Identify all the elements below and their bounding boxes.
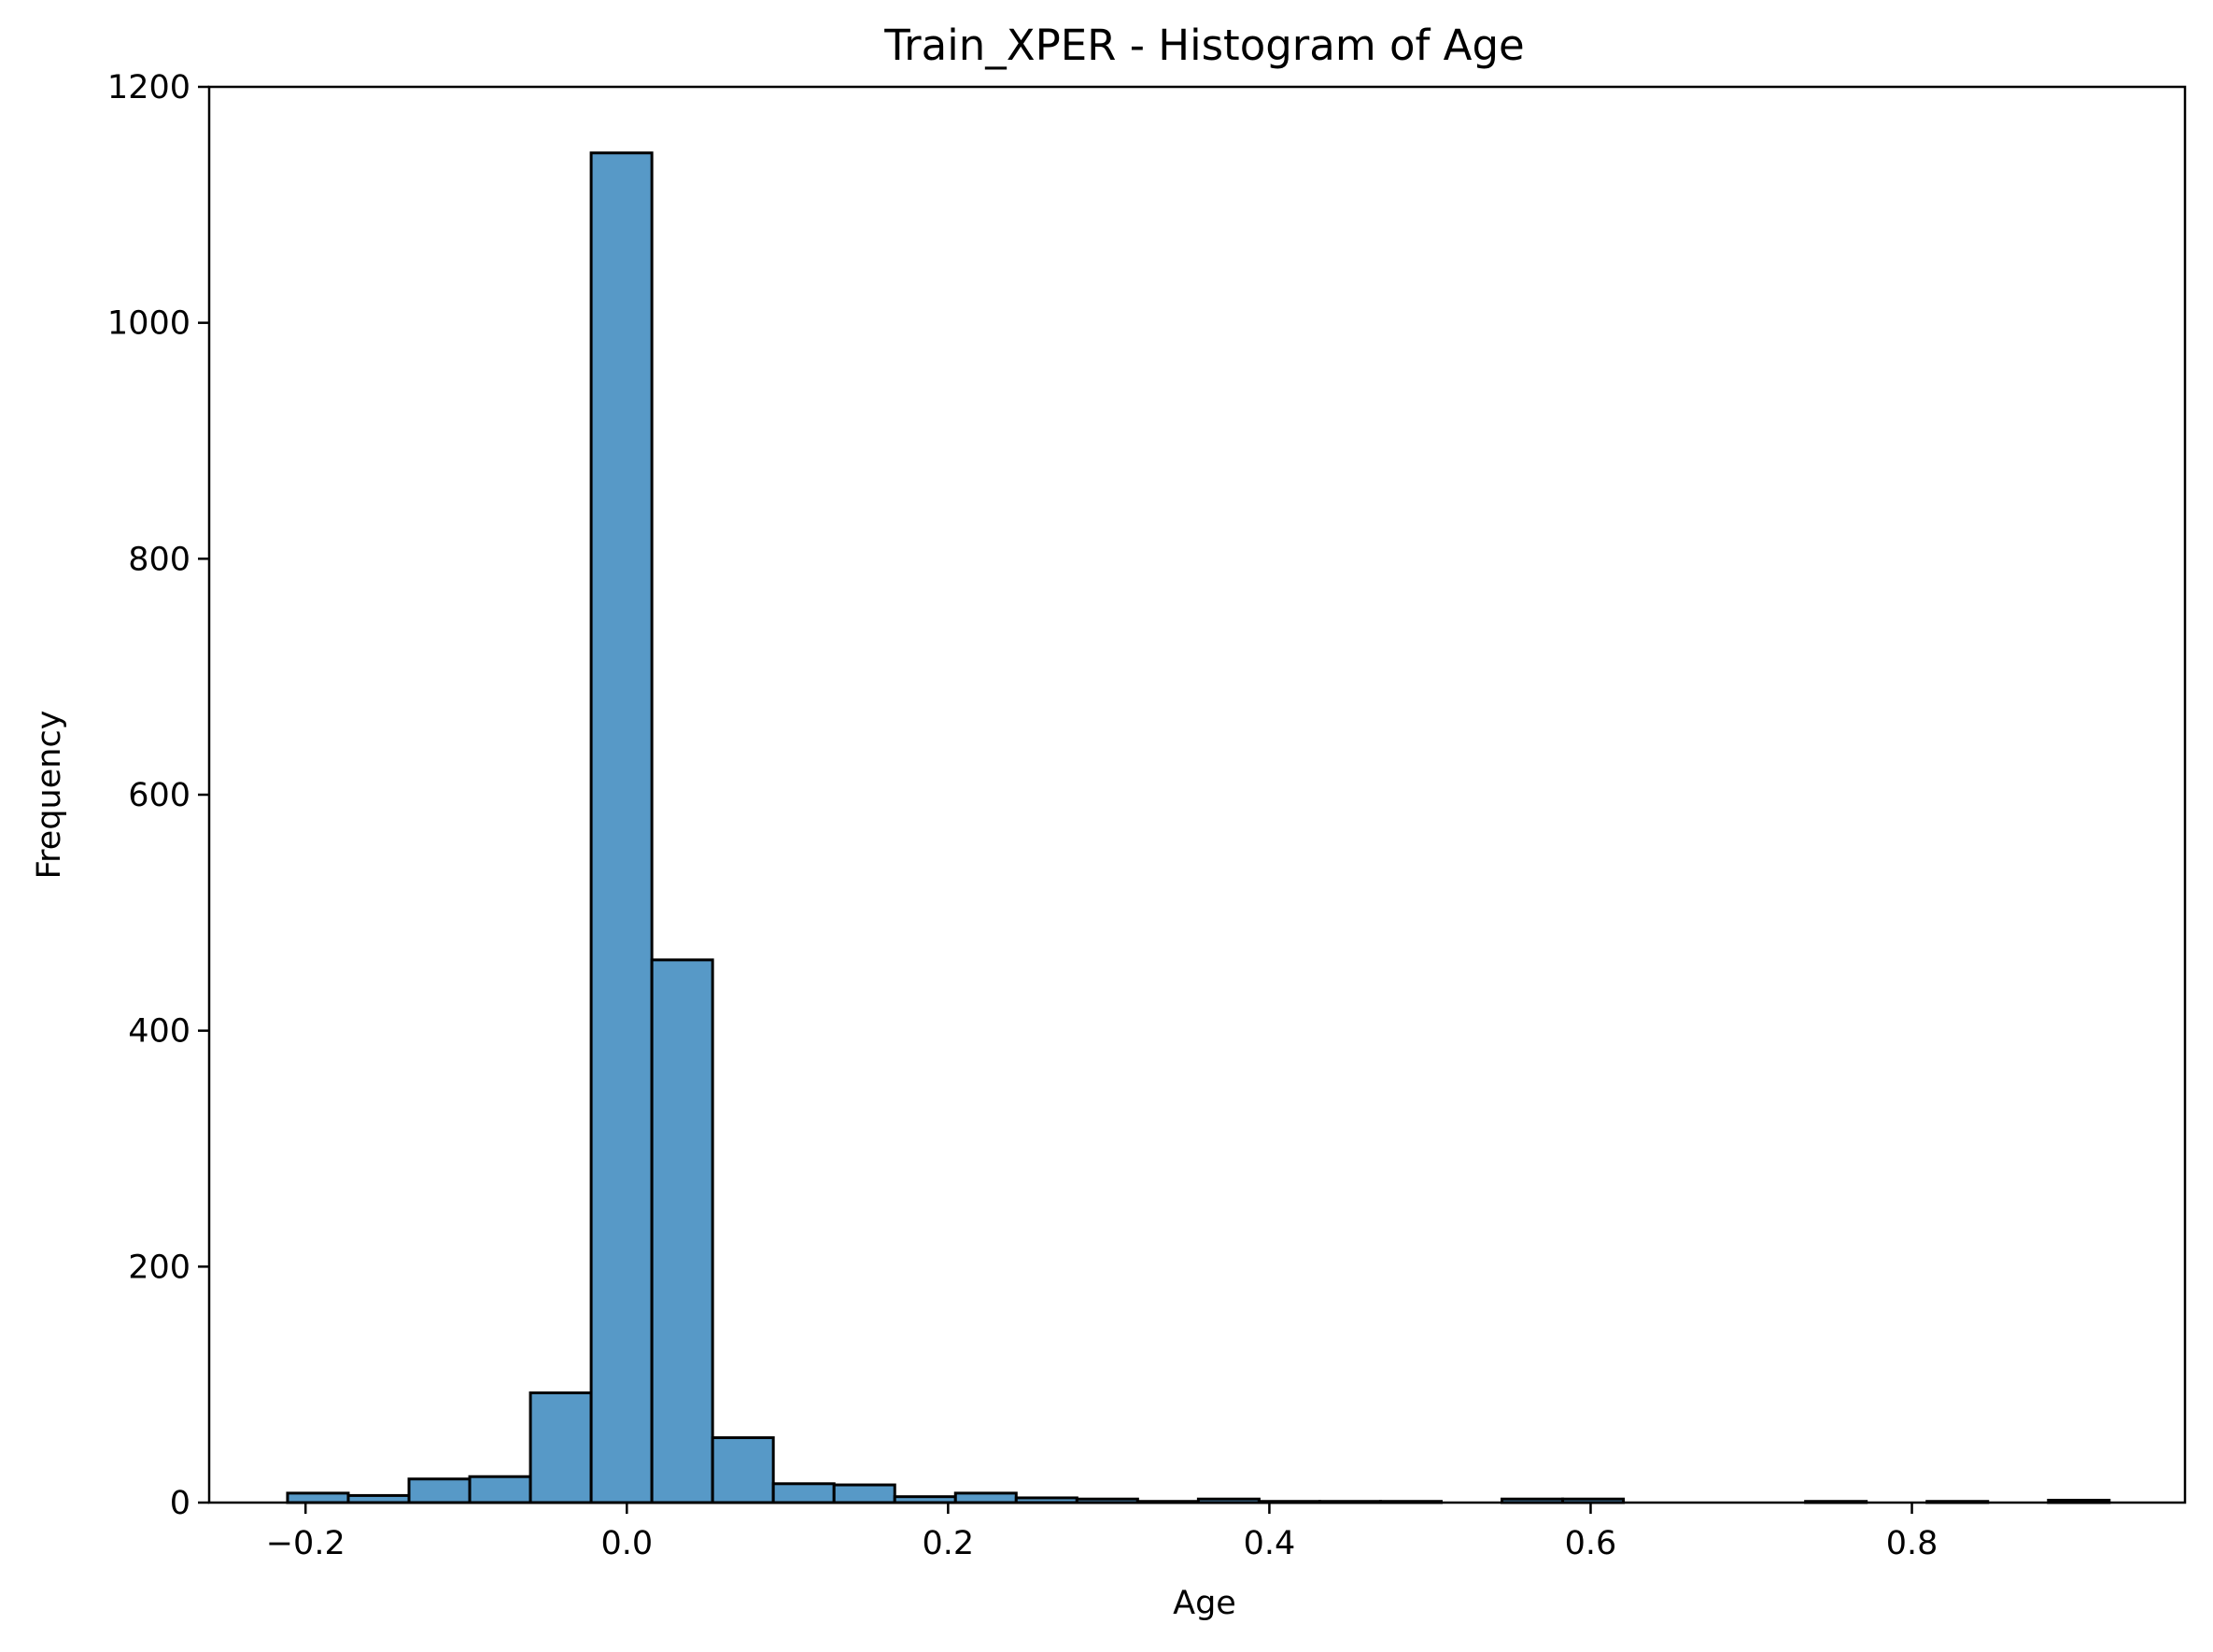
x-tick-label: 0.4 xyxy=(1244,1525,1296,1562)
x-tick-label: 0.6 xyxy=(1565,1525,1617,1562)
x-tick-label: −0.2 xyxy=(266,1525,345,1562)
histogram-bar xyxy=(529,1391,593,1504)
histogram-bar xyxy=(468,1475,532,1504)
histogram-bar xyxy=(407,1477,472,1504)
histogram-bar xyxy=(589,151,654,1504)
histogram-bar xyxy=(286,1491,350,1504)
y-tick-label: 1000 xyxy=(107,305,190,343)
histogram-bar xyxy=(832,1483,896,1504)
y-tick-label: 600 xyxy=(128,777,190,814)
histogram-bar xyxy=(953,1491,1018,1504)
y-tick-label: 800 xyxy=(128,541,190,578)
y-axis-label: Frequency xyxy=(31,711,68,880)
histogram-bar xyxy=(771,1482,836,1504)
x-axis: −0.2 0.0 0.2 0.4 0.6 0.8 xyxy=(266,1503,1938,1562)
x-axis-label: Age xyxy=(1173,1585,1236,1622)
y-tick-label: 200 xyxy=(128,1249,190,1286)
x-tick-label: 0.8 xyxy=(1886,1525,1938,1562)
histogram-bar xyxy=(711,1436,775,1504)
y-axis: 0 200 400 600 800 1000 1200 xyxy=(107,69,209,1522)
y-tick-label: 400 xyxy=(128,1013,190,1051)
bars-group xyxy=(286,151,2111,1504)
y-tick-label: 0 xyxy=(170,1485,190,1522)
x-tick-label: 0.2 xyxy=(923,1525,975,1562)
histogram-bar xyxy=(650,958,714,1504)
chart-title: Train_XPER - Histogram of Age xyxy=(883,21,1524,70)
x-tick-label: 0.0 xyxy=(600,1525,653,1562)
y-tick-label: 1200 xyxy=(107,69,190,106)
